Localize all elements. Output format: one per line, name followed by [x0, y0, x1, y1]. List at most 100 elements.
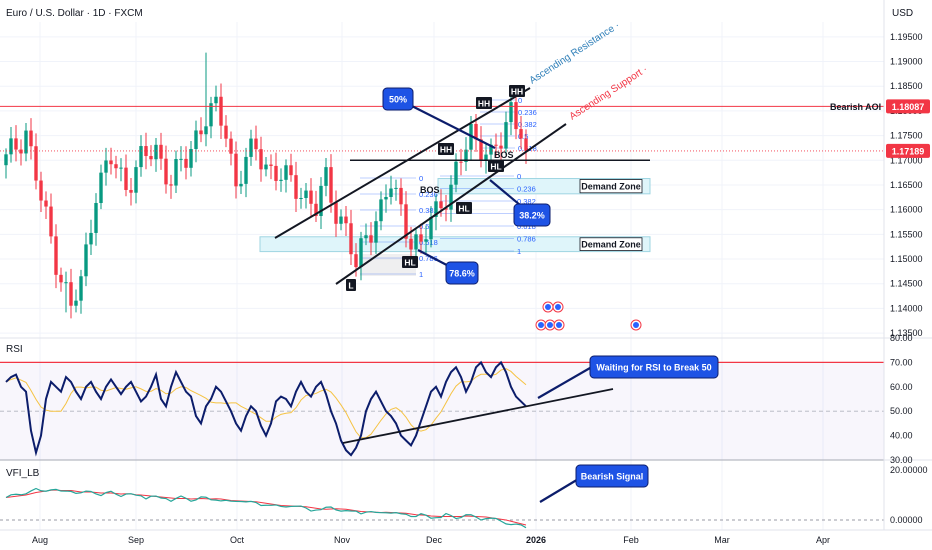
candle-body — [414, 234, 418, 250]
vfi-tick-label: 0.00000 — [890, 515, 923, 525]
candle-body — [149, 156, 153, 160]
candle-body — [464, 149, 468, 162]
economic-event-icon-inner — [555, 304, 561, 310]
candle-body — [29, 130, 33, 147]
candle-body — [94, 203, 98, 233]
price-tick-label: 1.15500 — [890, 229, 923, 239]
structure-tag — [346, 279, 356, 291]
candle-body — [199, 130, 203, 135]
economic-event-icon-inner — [545, 304, 551, 310]
rsi-callout-text: Waiting for RSI to Break 50 — [596, 363, 711, 373]
time-tick-label: Apr — [816, 535, 830, 545]
rsi-tick-label: 80.00 — [890, 333, 913, 343]
candle-body — [484, 154, 488, 161]
candle-body — [189, 148, 193, 168]
time-tick-label: Sep — [128, 535, 144, 545]
last-price-tag: 1.17189 — [892, 146, 925, 156]
structure-tag — [456, 202, 472, 214]
candle-body — [479, 139, 483, 161]
candle-body — [229, 138, 233, 154]
price-tick-label: 1.14500 — [890, 279, 923, 289]
chart-title: Euro / U.S. Dollar · 1D · FXCM — [6, 8, 143, 19]
candle-body — [89, 232, 93, 245]
fib-retracement-a-label: 0.382 — [419, 206, 438, 215]
rsi-tick-label: 60.00 — [890, 382, 913, 392]
fib-retracement-a-label: 0.786 — [419, 254, 438, 263]
candle-body — [344, 216, 348, 224]
candle-body — [369, 235, 373, 243]
candle-body — [244, 156, 248, 184]
candle-body — [14, 138, 18, 150]
candle-body — [359, 238, 363, 268]
candle-body — [134, 167, 138, 193]
fib-retracement-b-label: 0 — [517, 172, 521, 181]
structure-tag-label: HH — [511, 87, 523, 97]
callout-50-pointer — [397, 98, 496, 149]
candle-body — [439, 201, 443, 209]
rsi-callout-box — [589, 355, 719, 379]
candle-body — [4, 154, 8, 166]
last-price-tag-box — [886, 143, 930, 158]
structure-tag — [476, 97, 492, 109]
structure-tag-label: HH — [478, 99, 490, 109]
economic-event-icon-inner — [547, 322, 553, 328]
candle-body — [44, 200, 48, 207]
rsi-line — [5, 360, 527, 457]
fib-retracement-b-label: 0.786 — [517, 235, 536, 244]
demand-zone-label-box — [579, 179, 643, 194]
fib-retracement-a-label: 0.618 — [419, 238, 438, 247]
structure-tag — [402, 256, 418, 268]
aoi-price-tag-box — [886, 99, 930, 114]
candle-body — [354, 254, 358, 268]
candle-body — [129, 189, 133, 193]
candle-body — [144, 146, 148, 157]
candle-body — [114, 164, 118, 169]
candle-body — [224, 125, 228, 139]
structure-tag-label: HL — [404, 258, 415, 268]
bearish-aoi-label: Bearish AOI — [830, 102, 881, 112]
fib-retracement-a-label: 0.5 — [419, 222, 429, 231]
aoi-price-tag: 1.18087 — [892, 102, 925, 112]
candle-body — [59, 274, 63, 283]
price-tick-label: 1.15000 — [890, 254, 923, 264]
structure-tag — [438, 143, 454, 155]
fib-retracement-c-label: 0.5 — [518, 132, 528, 141]
candle-body — [434, 201, 438, 217]
economic-event-icon-inner — [556, 322, 562, 328]
candle-body — [349, 223, 353, 255]
time-tick-label: Feb — [623, 535, 639, 545]
candle-body — [154, 144, 158, 160]
candle-body — [499, 145, 503, 149]
callout-786-box — [445, 261, 479, 285]
candle-body — [49, 206, 53, 237]
candle-body — [184, 158, 188, 168]
candle-body — [69, 282, 73, 306]
candle-body — [314, 203, 318, 217]
candle-body — [524, 138, 528, 151]
time-tick-label: 2026 — [526, 535, 546, 545]
vfi-line — [5, 487, 527, 529]
candle-body — [309, 190, 313, 204]
candle-body — [74, 300, 78, 306]
vfi-callout-pointer — [539, 477, 581, 503]
candle-body — [159, 144, 163, 159]
fib-retracement-a-label: 1 — [419, 270, 423, 279]
currency-label: USD — [892, 8, 913, 19]
candle-body — [279, 179, 283, 181]
candle-body — [509, 102, 513, 123]
candle-body — [319, 185, 323, 217]
price-tick-label: 1.13500 — [890, 328, 923, 338]
candle-body — [209, 103, 213, 127]
candle-body — [429, 216, 433, 240]
fib-retracement-a-label: 0 — [419, 174, 423, 183]
price-tick-label: 1.14000 — [890, 303, 923, 313]
candle-body — [19, 149, 23, 154]
candle-body — [204, 126, 208, 135]
candle-body — [269, 164, 273, 166]
rsi-tick-label: 30.00 — [890, 455, 913, 465]
ascending-support-line — [335, 123, 567, 285]
candle-body — [389, 188, 393, 197]
candle-body — [494, 144, 498, 146]
fib-retracement-a-label: 0.236 — [419, 190, 438, 199]
